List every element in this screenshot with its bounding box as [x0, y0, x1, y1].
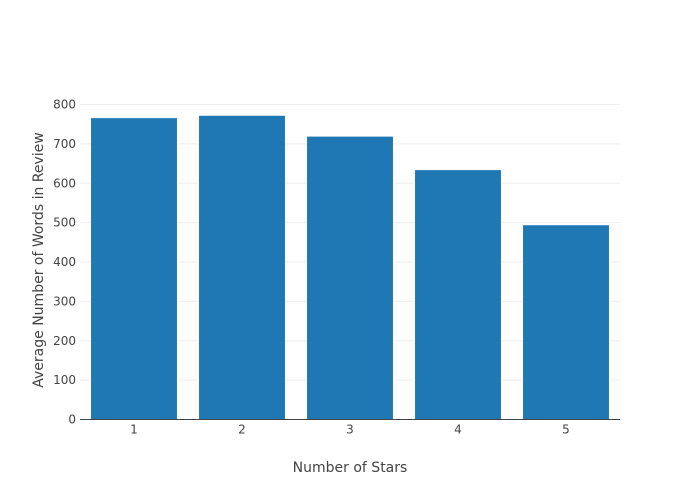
x-tick-label: 2: [238, 423, 246, 437]
y-tick-label: 300: [53, 294, 76, 308]
y-tick-label: 500: [53, 216, 76, 230]
bar[interactable]: [198, 115, 286, 420]
x-tick-label: 1: [130, 423, 138, 437]
y-axis-label: Average Number of Words in Review: [31, 132, 47, 387]
y-tick-label: 800: [53, 98, 76, 112]
bar[interactable]: [522, 224, 610, 420]
y-tick-label: 0: [68, 413, 76, 427]
y-tick-label: 600: [53, 176, 76, 190]
x-tick-labels: 1 2 3 4 5: [130, 423, 570, 437]
y-tick-label: 200: [53, 334, 76, 348]
x-tick-label: 5: [562, 423, 570, 437]
y-tick-label: 400: [53, 255, 76, 269]
bars: [90, 115, 610, 420]
x-tick-label: 3: [346, 423, 354, 437]
bar[interactable]: [414, 169, 502, 420]
y-tick-labels: 0 100 200 300 400 500 600 700 800: [53, 98, 76, 427]
bar[interactable]: [306, 136, 394, 420]
y-tick-label: 100: [53, 373, 76, 387]
bar[interactable]: [90, 117, 178, 420]
x-axis-label: Number of Stars: [293, 460, 408, 476]
y-tick-label: 700: [53, 137, 76, 151]
x-tick-label: 4: [454, 423, 462, 437]
